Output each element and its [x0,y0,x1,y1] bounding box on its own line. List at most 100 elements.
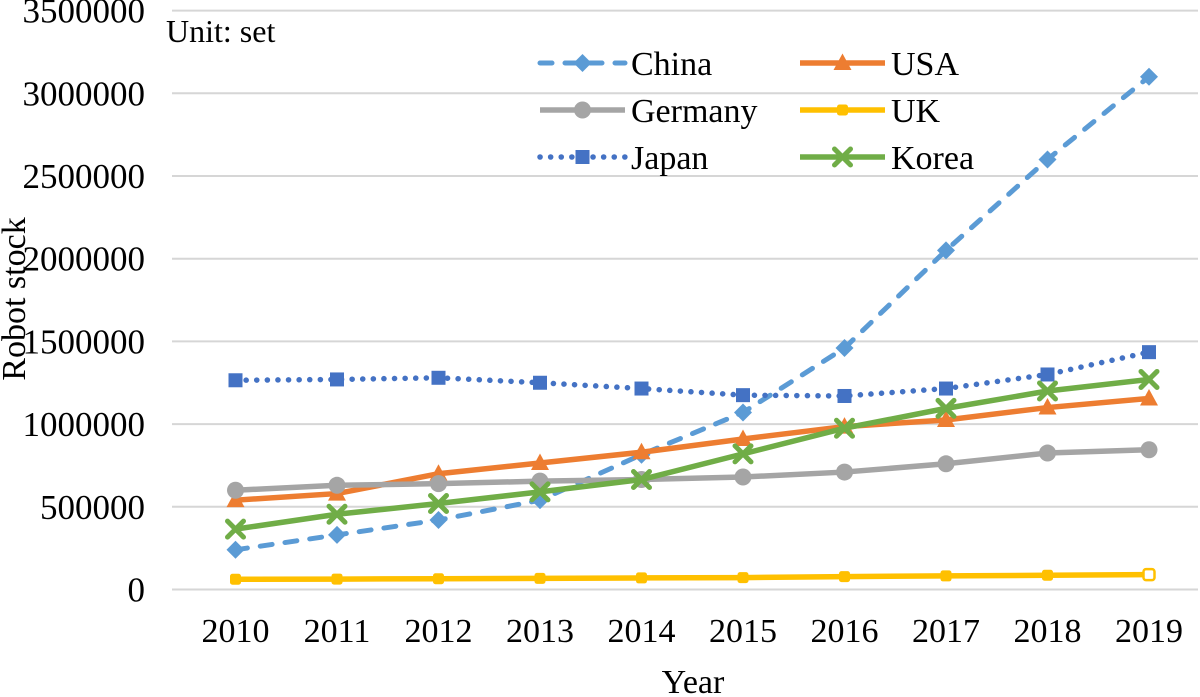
x-tick-label: 2011 [304,613,371,650]
legend-item-japan: Japan [537,140,708,177]
marker-uk [940,570,952,582]
marker-uk [331,573,343,585]
marker-germany [734,468,752,486]
y-tick-label: 0 [128,571,146,610]
marker-korea [1037,380,1058,402]
marker-usa [632,442,651,460]
x-tick-label: 2012 [405,613,473,650]
marker-uk [636,572,647,584]
series-uk [230,567,1156,585]
y-tick-label: 2000000 [23,240,146,279]
marker-japan [736,388,750,403]
series-line-germany [235,446,1150,494]
marker-korea [935,397,957,419]
x-tick-label: 2016 [811,613,879,650]
marker-usa [833,53,852,70]
marker-uk [433,573,444,585]
marker-germany [836,463,853,481]
marker-korea [631,469,652,491]
y-tick-label: 3500000 [23,0,146,31]
y-tick-label: 3000000 [23,74,146,113]
marker-japan [228,373,243,388]
legend-label-usa: USA [891,46,959,83]
marker-japan [431,370,446,385]
marker-uk [1042,569,1053,581]
x-tick-label: 2019 [1115,613,1183,650]
legend-label-germany: Germany [631,93,758,130]
marker-korea [225,518,246,540]
marker-uk [534,572,546,584]
marker-japan [533,375,547,390]
series-line-korea [235,376,1150,532]
marker-japan [1142,345,1156,360]
marker-korea [732,443,754,465]
legend-label-japan: Japan [631,140,708,177]
series-korea [225,368,1160,540]
marker-germany [430,475,447,493]
marker-uk [837,104,848,116]
marker-china [1038,150,1057,169]
unit-label: Unit: set [166,13,276,49]
marker-korea [428,492,449,514]
marker-japan [1040,367,1055,382]
marker-china [835,339,854,358]
series-usa [226,388,1158,508]
x-tick-label: 2018 [1014,613,1082,650]
marker-usa [226,490,245,508]
series-line-uk [235,571,1150,582]
legend-item-china: China [537,46,712,83]
y-axis-title: Robot stock [0,217,33,381]
marker-korea [834,417,855,439]
y-tick-label: 1500000 [23,322,146,361]
marker-china [937,241,955,260]
legend-item-uk: UK [800,93,941,130]
y-tick-label: 500000 [40,488,145,527]
marker-uk [839,571,850,583]
marker-germany [328,476,346,494]
x-tick-label: 2014 [608,613,676,650]
marker-usa [1038,398,1057,415]
marker-japan [330,372,344,387]
marker-uk [737,572,749,584]
series-japan [228,345,1156,403]
marker-uk [1142,567,1156,582]
legend-item-germany: Germany [540,93,758,130]
marker-uk [230,573,241,585]
legend: China USA Germany UK Japan Korea [537,46,974,177]
marker-germany [1039,444,1056,462]
legend-label-uk: UK [891,93,941,130]
marker-china [429,511,448,530]
legend-item-usa: USA [800,46,959,83]
y-tick-label: 1000000 [23,405,146,444]
marker-usa [937,410,955,427]
marker-china [226,540,245,559]
marker-germany [1140,441,1158,459]
x-tick-label: 2010 [202,613,270,650]
marker-korea [1138,368,1160,390]
legend-label-korea: Korea [891,140,974,177]
y-tick-label: 2500000 [23,157,146,196]
x-axis-title: Year [661,664,725,697]
marker-korea [832,146,853,168]
marker-japan [575,150,590,164]
series-line-china [233,74,1152,553]
marker-china [328,525,346,544]
x-tick-label: 2015 [709,613,777,650]
legend-item-korea: Korea [800,140,974,177]
series-line-japan [232,349,1152,399]
marker-china [573,54,592,72]
marker-germany [227,481,244,499]
marker-china [734,403,752,422]
legend-label-china: China [631,46,712,83]
marker-korea [326,503,348,525]
marker-usa [531,453,549,470]
marker-korea [529,481,551,503]
marker-usa [1140,388,1158,406]
marker-china [1140,67,1158,86]
marker-japan [939,381,953,396]
marker-germany [574,101,591,119]
marker-japan [837,388,852,403]
x-tick-label: 2013 [506,613,574,650]
